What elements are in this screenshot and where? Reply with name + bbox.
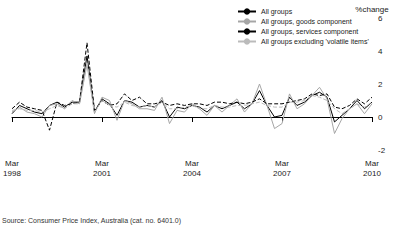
svg-text:Mar: Mar xyxy=(275,159,289,168)
svg-text:All groups excluding 'volatile: All groups excluding 'volatile items' xyxy=(261,38,369,46)
svg-text:All groups, goods component: All groups, goods component xyxy=(261,18,352,26)
svg-text:2004: 2004 xyxy=(183,169,201,178)
svg-text:2007: 2007 xyxy=(273,169,291,178)
svg-text:1998: 1998 xyxy=(3,169,21,178)
svg-text:-2: -2 xyxy=(378,146,386,155)
svg-text:All groups: All groups xyxy=(261,8,293,16)
svg-text:All groups, services component: All groups, services component xyxy=(261,28,358,36)
svg-text:%change: %change xyxy=(355,5,389,14)
svg-text:Mar: Mar xyxy=(365,159,379,168)
svg-text:4: 4 xyxy=(378,47,383,56)
svg-text:0: 0 xyxy=(378,113,383,122)
svg-text:Mar: Mar xyxy=(185,159,199,168)
svg-text:Mar: Mar xyxy=(5,159,19,168)
svg-text:2010: 2010 xyxy=(363,169,381,178)
svg-text:Source: Consumer Price Index,: Source: Consumer Price Index, Australia … xyxy=(2,217,181,225)
svg-text:2: 2 xyxy=(378,80,383,89)
svg-text:6: 6 xyxy=(378,14,383,23)
svg-text:2001: 2001 xyxy=(93,169,111,178)
svg-text:Mar: Mar xyxy=(95,159,109,168)
